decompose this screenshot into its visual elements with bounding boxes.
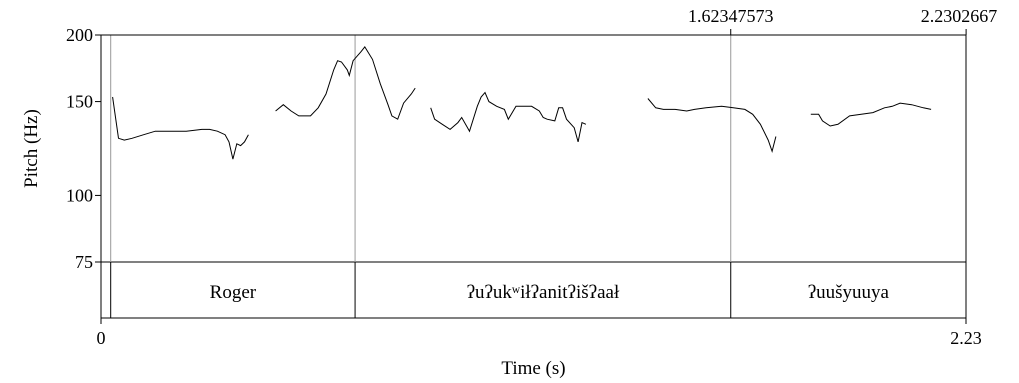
y-tick-label: 75: [75, 252, 93, 272]
y-axis-ticks: 200 150 100 75: [66, 25, 101, 272]
pitch-curves: [112, 46, 932, 160]
y-tick-label: 100: [66, 185, 93, 205]
cursor-label: 1.62347573: [688, 6, 774, 26]
tier-interval-label: ʔuʔukʷiłʔanitʔišʔaał: [467, 282, 620, 303]
x-tick-label: 0: [97, 328, 106, 348]
pitch-contour-1: [112, 96, 249, 160]
y-tick-label: 200: [66, 25, 93, 45]
y-axis-label: Pitch (Hz): [21, 109, 42, 188]
tier-interval-label: ʔuušyuuya: [808, 282, 890, 303]
interval-boundaries: [110, 35, 732, 318]
y-tick-label: 150: [66, 92, 93, 112]
x-axis-label: Time (s): [501, 358, 565, 379]
pitch-contour-3: [430, 91, 587, 143]
x-tick-label: 2.23: [950, 328, 982, 348]
pitch-contour-5: [810, 102, 932, 127]
cursor-label: 2.2302667: [921, 6, 998, 26]
plot-frame: [100, 34, 967, 319]
pitch-contour-4: [647, 98, 777, 154]
cursor-labels: 1.62347573 2.2302667: [688, 6, 997, 35]
pitch-contour-2: [275, 46, 416, 120]
x-axis-ticks: 0 2.23: [97, 318, 982, 348]
tier-interval-label: Roger: [210, 282, 257, 303]
annotation-tier: Roger ʔuʔukʷiłʔanitʔišʔaał ʔuušyuuya: [210, 282, 890, 303]
